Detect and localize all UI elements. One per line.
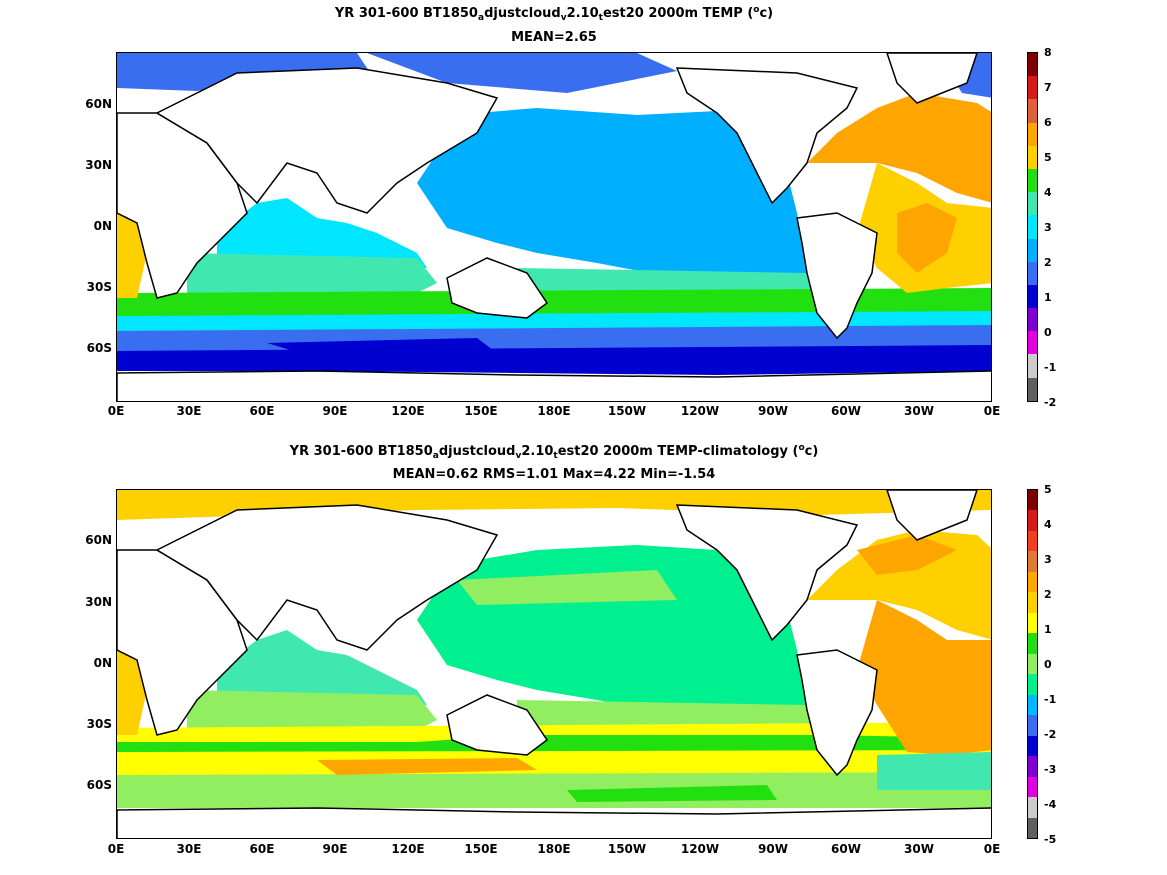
panel2-colorbar-label: -4: [1044, 798, 1057, 811]
panel2-colorbar-swatch: [1028, 571, 1037, 593]
panel2-colorbar-swatch: [1028, 735, 1037, 757]
panel2-ytick: 30S: [86, 717, 112, 731]
panel1-colorbar-swatch: [1028, 284, 1037, 309]
panel1-colorbar-label: 2: [1044, 256, 1052, 269]
panel1-colorbar-swatch: [1028, 215, 1037, 239]
panel1-map: [116, 52, 992, 402]
panel1-xtick: 0E: [107, 404, 125, 418]
panel1-xtick: 30W: [904, 404, 934, 418]
panel2-colorbar-swatch: [1028, 776, 1037, 798]
panel1-xtick: 150E: [464, 404, 498, 418]
panel1-xtick: 90W: [758, 404, 788, 418]
panel2-xtick: 180E: [537, 842, 571, 856]
panel2-xtick: 150W: [607, 842, 647, 856]
panel2-xtick: 90W: [758, 842, 788, 856]
panel1-colorbar-label: 8: [1044, 46, 1052, 59]
panel1-xtick: 90E: [322, 404, 348, 418]
panel2-colorbar-label: 4: [1044, 518, 1052, 531]
panel1-colorbar-label: 5: [1044, 151, 1052, 164]
panel2-colorbar-swatch: [1028, 653, 1037, 675]
panel1-colorbar-swatch: [1028, 122, 1037, 146]
panel2-xtick: 0E: [983, 842, 1001, 856]
panel2-xtick: 60E: [249, 842, 275, 856]
panel2-colorbar-label: 5: [1044, 483, 1052, 496]
panel1-xtick: 60E: [249, 404, 275, 418]
panel2-xtick: 120E: [391, 842, 425, 856]
panel2-colorbar-swatch: [1028, 612, 1037, 634]
panel2-map: [116, 489, 992, 839]
panel2-xtick: 30E: [176, 842, 202, 856]
panel1-colorbar-label: 7: [1044, 81, 1052, 94]
panel2-colorbar-label: -1: [1044, 693, 1057, 706]
panel2-ytick: 0N: [93, 656, 112, 670]
panel1-colorbar: [1027, 52, 1038, 402]
panel2-colorbar-label: 0: [1044, 658, 1052, 671]
panel1-xtick: 120W: [680, 404, 720, 418]
panel1-colorbar-swatch: [1028, 168, 1037, 193]
panel2-colorbar-swatch: [1028, 715, 1037, 736]
panel2-xtick: 0E: [107, 842, 125, 856]
panel1-title: YR 301-600 BT1850adjustcloudv2.10test20 …: [334, 5, 774, 23]
panel1-colorbar-swatch: [1028, 192, 1037, 216]
panel1-colorbar-label: 6: [1044, 116, 1052, 129]
panel2-xtick: 60W: [831, 842, 861, 856]
panel2-colorbar-swatch: [1028, 530, 1037, 552]
panel1-colorbar-label: 3: [1044, 221, 1052, 234]
panel2-ytick: 60S: [86, 778, 112, 792]
panel1-xtick: 30E: [176, 404, 202, 418]
panel1-ytick: 0N: [93, 219, 112, 233]
panel1-colorbar-label: 0: [1044, 326, 1052, 339]
panel2-subtitle: MEAN=0.62 RMS=1.01 Max=4.22 Min=-1.54: [392, 467, 716, 482]
panel1-colorbar-swatch: [1028, 53, 1037, 77]
panel1-ytick: 60N: [85, 97, 112, 111]
panel2-colorbar-label: -3: [1044, 763, 1057, 776]
panel1-colorbar-swatch: [1028, 354, 1037, 378]
panel1-xtick: 150W: [607, 404, 647, 418]
panel2-colorbar-swatch: [1028, 817, 1037, 838]
panel1-colorbar-swatch: [1028, 99, 1037, 123]
panel2-ytick: 60N: [85, 533, 112, 547]
panel2-colorbar-swatch: [1028, 797, 1037, 818]
panel1-colorbar-label: 1: [1044, 291, 1052, 304]
panel2-colorbar: [1027, 489, 1038, 839]
panel2-colorbar-label: -5: [1044, 833, 1057, 846]
panel2-colorbar-swatch: [1028, 592, 1037, 613]
panel2-colorbar-label: -2: [1044, 728, 1057, 741]
panel1-colorbar-swatch: [1028, 261, 1037, 285]
panel1-colorbar-swatch: [1028, 76, 1037, 100]
panel2-xtick: 90E: [322, 842, 348, 856]
panel1-ytick: 30N: [85, 158, 112, 172]
panel1-colorbar-swatch: [1028, 331, 1037, 355]
panel1-colorbar-label: -1: [1044, 361, 1057, 374]
panel2-colorbar-swatch: [1028, 674, 1037, 695]
panel2-colorbar-swatch: [1028, 490, 1037, 511]
panel1-xtick: 0E: [983, 404, 1001, 418]
panel1-colorbar-swatch: [1028, 145, 1037, 169]
panel2-colorbar-label: 2: [1044, 588, 1052, 601]
panel1-ytick: 30S: [86, 280, 112, 294]
panel1-colorbar-swatch: [1028, 377, 1037, 401]
panel2-xtick: 150E: [464, 842, 498, 856]
panel2-colorbar-swatch: [1028, 633, 1037, 654]
panel2-title: YR 301-600 BT1850adjustcloudv2.10test20 …: [289, 443, 819, 461]
panel1-colorbar-label: -2: [1044, 396, 1057, 409]
panel2-colorbar-swatch: [1028, 756, 1037, 777]
panel2-xtick: 30W: [904, 842, 934, 856]
panel1-xtick: 60W: [831, 404, 861, 418]
panel1-colorbar-swatch: [1028, 308, 1037, 332]
panel1-colorbar-label: 4: [1044, 186, 1052, 199]
panel2-ytick: 30N: [85, 595, 112, 609]
panel2-colorbar-label: 1: [1044, 623, 1052, 636]
panel1-subtitle: MEAN=2.65: [511, 30, 597, 45]
panel1-ytick: 60S: [86, 341, 112, 355]
panel2-colorbar-swatch: [1028, 551, 1037, 572]
panel2-xtick: 120W: [680, 842, 720, 856]
panel1-colorbar-swatch: [1028, 238, 1037, 262]
panel2-colorbar-swatch: [1028, 510, 1037, 531]
panel2-colorbar-label: 3: [1044, 553, 1052, 566]
panel1-xtick: 120E: [391, 404, 425, 418]
panel1-xtick: 180E: [537, 404, 571, 418]
panel2-colorbar-swatch: [1028, 694, 1037, 716]
